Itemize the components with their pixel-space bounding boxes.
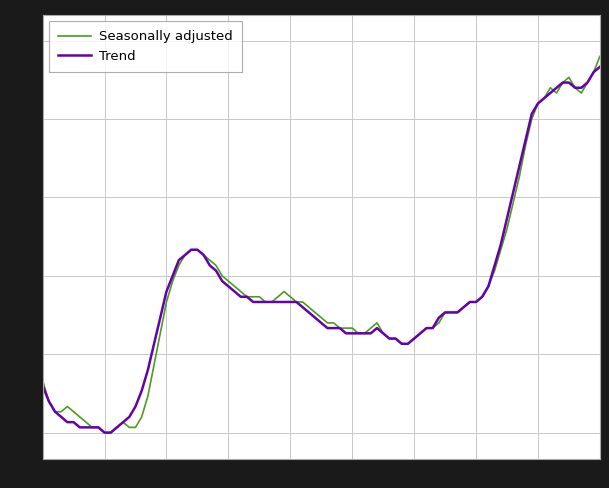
Trend bbox=[113, 425, 121, 430]
Trend bbox=[175, 257, 183, 263]
Line: Seasonally adjusted: Seasonally adjusted bbox=[43, 57, 600, 432]
Trend bbox=[101, 429, 108, 435]
Seasonally adjusted bbox=[188, 247, 195, 253]
Trend bbox=[39, 383, 46, 388]
Seasonally adjusted bbox=[516, 174, 523, 180]
Seasonally adjusted bbox=[590, 69, 597, 75]
Seasonally adjusted bbox=[584, 80, 591, 85]
Trend bbox=[584, 80, 591, 85]
Seasonally adjusted bbox=[39, 377, 46, 383]
Seasonally adjusted bbox=[101, 429, 108, 435]
Trend bbox=[188, 247, 195, 253]
Seasonally adjusted bbox=[596, 54, 604, 60]
Trend bbox=[596, 64, 604, 70]
Seasonally adjusted bbox=[175, 263, 183, 268]
Line: Trend: Trend bbox=[43, 67, 600, 432]
Trend bbox=[516, 163, 523, 169]
Seasonally adjusted bbox=[113, 425, 121, 430]
Legend: Seasonally adjusted, Trend: Seasonally adjusted, Trend bbox=[49, 21, 242, 72]
Trend bbox=[590, 69, 597, 75]
